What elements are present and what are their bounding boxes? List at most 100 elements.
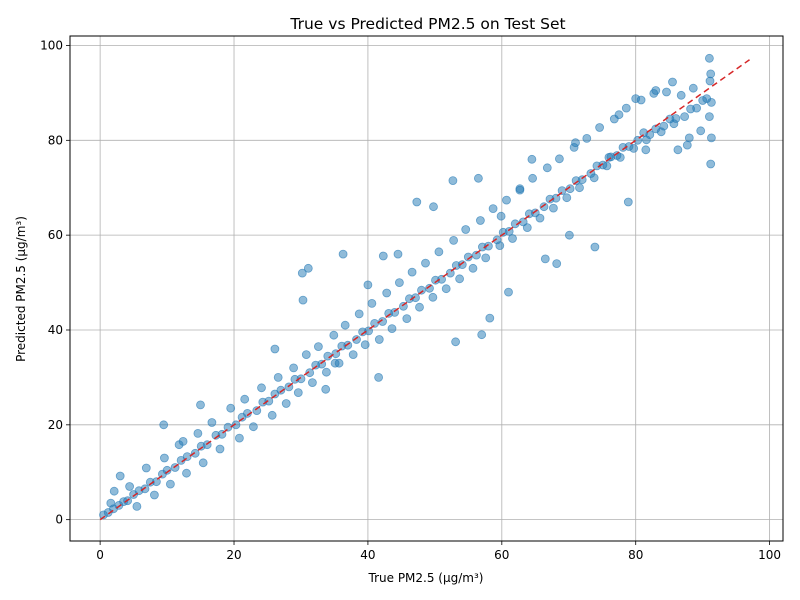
data-point bbox=[475, 216, 485, 225]
data-point bbox=[651, 86, 661, 95]
data-point bbox=[614, 110, 624, 120]
data-point bbox=[451, 337, 461, 347]
data-point bbox=[473, 173, 483, 183]
y-tick-label: 40 bbox=[48, 323, 63, 337]
scatter-points bbox=[99, 53, 716, 520]
x-tick-label: 0 bbox=[96, 548, 104, 562]
data-point bbox=[273, 372, 283, 382]
data-point bbox=[642, 135, 651, 145]
data-point bbox=[656, 127, 666, 137]
data-point bbox=[412, 197, 422, 207]
gridlines bbox=[70, 36, 783, 541]
x-axis-title: True PM2.5 (µg/m³) bbox=[368, 571, 484, 585]
data-point bbox=[481, 253, 491, 263]
data-point bbox=[378, 317, 388, 326]
data-point bbox=[248, 422, 258, 432]
data-point bbox=[281, 399, 291, 408]
data-point bbox=[557, 186, 567, 196]
data-point bbox=[562, 193, 572, 203]
data-point bbox=[159, 420, 169, 430]
data-point bbox=[296, 374, 306, 384]
data-point bbox=[276, 385, 286, 395]
data-point bbox=[477, 330, 487, 340]
data-point bbox=[502, 195, 511, 205]
data-point bbox=[159, 453, 169, 463]
data-point bbox=[496, 211, 506, 221]
data-point bbox=[702, 94, 712, 103]
data-point bbox=[374, 372, 384, 382]
data-point bbox=[338, 249, 348, 259]
data-point bbox=[621, 103, 631, 113]
data-point bbox=[360, 340, 370, 350]
data-point bbox=[565, 230, 574, 240]
data-point bbox=[471, 250, 481, 260]
data-point bbox=[252, 406, 262, 416]
y-tick-label: 60 bbox=[48, 228, 63, 242]
data-point bbox=[692, 103, 701, 113]
data-point bbox=[706, 159, 716, 169]
data-point bbox=[528, 173, 537, 183]
data-point bbox=[151, 477, 161, 487]
data-point bbox=[307, 378, 317, 388]
y-tick-label: 100 bbox=[40, 38, 63, 52]
data-point bbox=[387, 324, 397, 334]
data-point bbox=[468, 263, 478, 273]
data-point bbox=[706, 69, 716, 79]
data-point bbox=[270, 344, 280, 354]
data-point bbox=[535, 213, 545, 223]
data-point bbox=[298, 295, 308, 305]
data-point bbox=[348, 350, 358, 360]
data-point bbox=[330, 358, 340, 368]
data-point bbox=[223, 422, 233, 432]
data-point bbox=[429, 202, 438, 212]
data-point bbox=[602, 161, 612, 171]
data-point bbox=[673, 145, 683, 155]
data-point bbox=[407, 267, 417, 277]
data-point bbox=[425, 283, 434, 293]
data-point bbox=[352, 335, 361, 344]
data-point bbox=[106, 498, 116, 508]
data-point bbox=[257, 383, 266, 393]
data-point bbox=[595, 123, 604, 132]
data-point bbox=[207, 418, 217, 427]
data-point bbox=[367, 298, 377, 308]
data-point bbox=[125, 482, 135, 491]
x-tick-label: 40 bbox=[360, 548, 375, 562]
data-point bbox=[542, 163, 552, 173]
data-point bbox=[198, 458, 208, 468]
data-point bbox=[676, 90, 686, 100]
data-point bbox=[623, 197, 633, 207]
data-point bbox=[448, 176, 458, 186]
data-point bbox=[641, 145, 651, 155]
data-point bbox=[162, 465, 172, 475]
data-point bbox=[363, 280, 373, 290]
data-point bbox=[190, 448, 200, 458]
data-point bbox=[240, 394, 250, 404]
data-point bbox=[293, 388, 303, 398]
data-point bbox=[421, 258, 430, 268]
data-point bbox=[504, 287, 513, 297]
data-point bbox=[301, 350, 311, 360]
data-point bbox=[141, 463, 151, 473]
data-point bbox=[329, 330, 339, 340]
data-point bbox=[378, 251, 388, 261]
y-tick-label: 20 bbox=[48, 418, 63, 432]
plot-frame bbox=[69, 35, 784, 542]
data-point bbox=[434, 247, 444, 257]
data-point bbox=[267, 410, 277, 420]
data-point bbox=[394, 278, 404, 288]
y-tick-label: 0 bbox=[55, 513, 63, 527]
data-point bbox=[549, 203, 558, 213]
data-point bbox=[555, 154, 564, 164]
data-point bbox=[289, 363, 299, 373]
data-point bbox=[485, 313, 495, 323]
data-point bbox=[340, 320, 350, 330]
data-point bbox=[629, 143, 639, 153]
data-point bbox=[565, 184, 575, 194]
data-point bbox=[140, 484, 150, 494]
data-point bbox=[182, 468, 191, 478]
data-point bbox=[411, 293, 420, 303]
data-point bbox=[165, 479, 175, 489]
